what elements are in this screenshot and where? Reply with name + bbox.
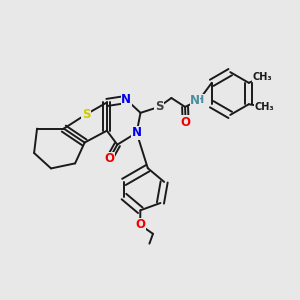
- Text: O: O: [135, 218, 145, 231]
- Text: N: N: [121, 93, 131, 106]
- Text: S: S: [155, 100, 163, 113]
- Text: H: H: [195, 95, 204, 105]
- Text: CH₃: CH₃: [255, 103, 274, 112]
- Text: N: N: [190, 94, 200, 106]
- Text: CH₃: CH₃: [253, 72, 273, 82]
- Text: O: O: [181, 116, 191, 129]
- Text: O: O: [104, 152, 114, 165]
- Text: N: N: [132, 126, 142, 139]
- Text: S: S: [82, 108, 90, 121]
